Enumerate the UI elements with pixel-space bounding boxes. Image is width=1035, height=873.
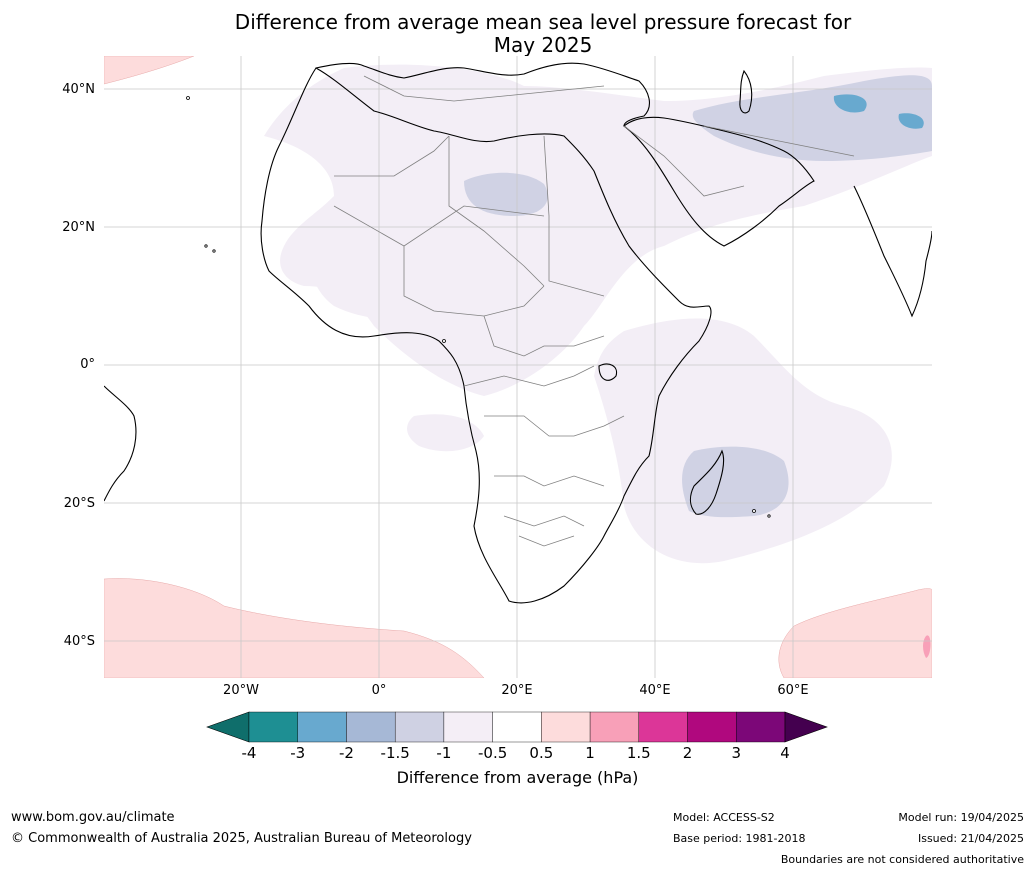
colorbar-segment bbox=[248, 711, 298, 743]
lat-label-40n: 40°N bbox=[62, 82, 95, 97]
colorbar-tick-label: -4 bbox=[241, 744, 257, 762]
footer-issued: Issued: 21/04/2025 bbox=[917, 832, 1024, 845]
lat-label-20n: 20°N bbox=[62, 220, 95, 235]
colorbar-extend-high bbox=[784, 711, 828, 743]
anomaly-shading bbox=[104, 56, 932, 678]
negative-anomaly-caspian-core bbox=[833, 94, 867, 113]
graticule bbox=[104, 56, 932, 678]
negative-anomaly-middle-east bbox=[692, 75, 932, 161]
negative-anomaly-himalaya-core bbox=[898, 113, 924, 129]
colorbar-segment bbox=[638, 711, 688, 743]
africa-coastline bbox=[260, 67, 712, 604]
colorbar-tick-label: -0.5 bbox=[477, 744, 508, 762]
footer-copyright: © Commonwealth of Australia 2025, Austra… bbox=[11, 831, 472, 846]
colorbar-segment bbox=[541, 711, 591, 743]
lon-label-40e: 40°E bbox=[639, 683, 671, 698]
map-title-line-1: Difference from average mean sea level p… bbox=[234, 10, 852, 34]
colorbar-segment bbox=[736, 711, 786, 743]
islands bbox=[186, 96, 771, 518]
colorbar-tick-label: 1 bbox=[585, 744, 595, 762]
colorbar-segment bbox=[589, 711, 640, 743]
lon-label-20e: 20°E bbox=[501, 683, 533, 698]
india-coastline bbox=[853, 185, 932, 318]
negative-anomaly-sahara-core bbox=[464, 172, 548, 216]
lat-label-0: 0° bbox=[80, 357, 95, 372]
madagascar-coastline bbox=[689, 449, 725, 515]
colorbar-tick-label: 4 bbox=[780, 744, 790, 762]
colorbar-tick-label: 1.5 bbox=[626, 744, 651, 762]
caspian-coastline bbox=[739, 69, 753, 114]
colorbar-segment bbox=[297, 711, 347, 743]
colorbar-label: Difference from average (hPa) bbox=[396, 768, 639, 787]
colorbar-segment bbox=[492, 711, 542, 743]
colorbar-segment bbox=[394, 711, 445, 743]
europe-coastline bbox=[315, 62, 650, 127]
footer-disclaimer: Boundaries are not considered authoritat… bbox=[780, 853, 1024, 866]
colorbar-segments bbox=[206, 711, 828, 743]
lon-label-60e: 60°E bbox=[777, 683, 809, 698]
colorbar-segment bbox=[687, 711, 737, 743]
footer-url: www.bom.gov.au/climate bbox=[11, 810, 175, 825]
colorbar-tick-label: 0.5 bbox=[529, 744, 554, 762]
footer-model: Model: ACCESS-S2 bbox=[673, 811, 775, 824]
colorbar-segment bbox=[443, 711, 493, 743]
positive-anomaly-southern-ocean-east bbox=[778, 588, 932, 678]
pressure-anomaly-map bbox=[104, 56, 932, 678]
lat-label-40s: 40°S bbox=[63, 634, 95, 649]
footer-model-run: Model run: 19/04/2025 bbox=[898, 811, 1024, 824]
colorbar-tick-label: -3 bbox=[290, 744, 306, 762]
map-title-line-2: May 2025 bbox=[493, 33, 593, 57]
colorbar-extend-low bbox=[206, 711, 250, 743]
lat-label-20s: 20°S bbox=[63, 496, 95, 511]
positive-anomaly-southern-ocean-west bbox=[104, 578, 485, 678]
national-borders bbox=[333, 75, 855, 547]
coastlines bbox=[104, 62, 932, 604]
lon-label-0: 0° bbox=[371, 683, 387, 698]
arabia-coastline bbox=[623, 116, 815, 247]
colorbar-segment bbox=[346, 711, 396, 743]
colorbar-tick-label: 3 bbox=[731, 744, 742, 762]
colorbar-tick-label: -2 bbox=[338, 744, 354, 762]
lake-victoria bbox=[598, 363, 618, 381]
negative-anomaly-west-africa bbox=[312, 244, 465, 320]
negative-anomaly-southeast-atlantic bbox=[407, 414, 484, 452]
footer-base-period: Base period: 1981-2018 bbox=[673, 832, 806, 845]
south-america-coastline bbox=[104, 385, 137, 502]
lon-label-20w: 20°W bbox=[223, 683, 259, 698]
colorbar-tick-label: 2 bbox=[682, 744, 693, 762]
colorbar bbox=[206, 711, 828, 743]
positive-anomaly-nw bbox=[104, 56, 195, 85]
negative-anomaly-madagascar bbox=[682, 446, 789, 518]
colorbar-tick-label: -1 bbox=[436, 744, 452, 762]
colorbar-tick-label: -1.5 bbox=[380, 744, 410, 762]
